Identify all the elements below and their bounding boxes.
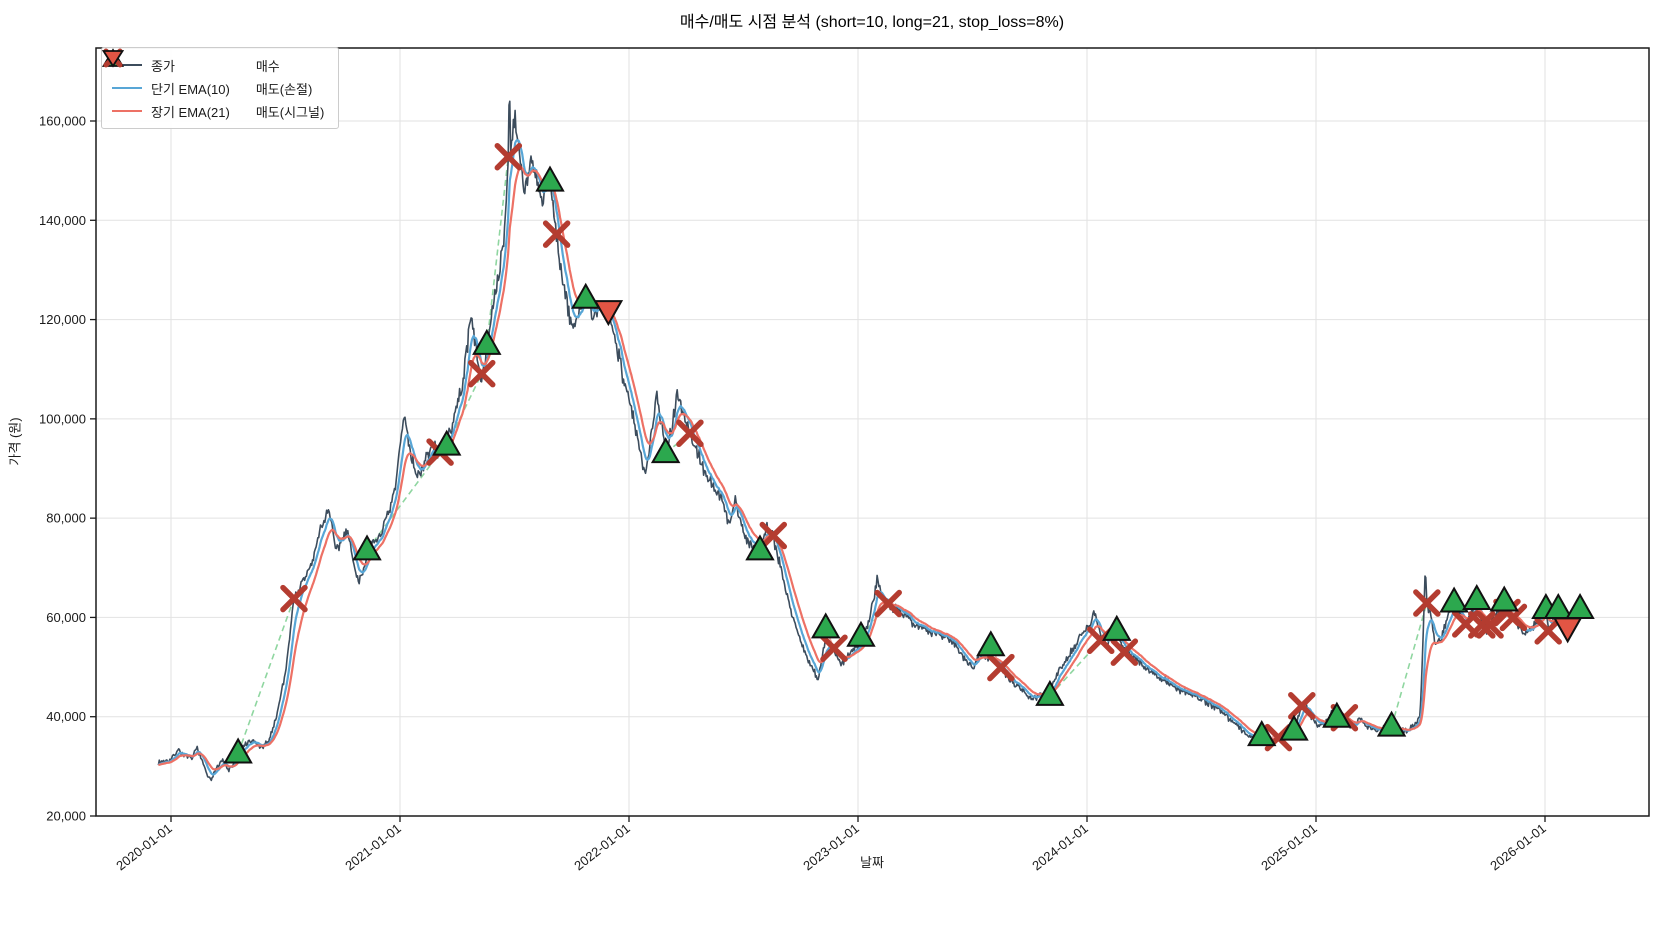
sell-stop-marker [1476, 611, 1504, 639]
y-tick-label: 40,000 [46, 709, 86, 724]
buy-marker [352, 534, 382, 561]
legend-item-buy: 매수 [102, 48, 324, 75]
buy-marker [1543, 592, 1573, 619]
legend-item-close: 종가 [112, 55, 230, 75]
legend-item-ema-short: 단기 EMA(10) [112, 78, 230, 98]
buy-marker [1247, 720, 1277, 747]
y-tick-label: 100,000 [39, 411, 86, 426]
y-axis-label: 가격 (원) [7, 417, 23, 466]
buy-marker [1035, 679, 1065, 706]
axes-spines [95, 47, 1650, 817]
ema-long-line-swatch [112, 110, 142, 112]
x-tick-label: 2023-01-01 [800, 821, 862, 874]
sell-stop-marker [542, 220, 571, 248]
buy-marker [1439, 586, 1469, 613]
buy-marker [1279, 714, 1309, 741]
close-price-line [157, 100, 1585, 782]
sell-stop-marker [820, 634, 848, 662]
buy-marker [223, 737, 253, 764]
x-tick-label: 2026-01-01 [1487, 821, 1549, 874]
sell-stop-marker [874, 589, 902, 618]
buy-marker [472, 328, 502, 355]
legend: 종가 단기 EMA(10) 장기 EMA(21) 매수 [101, 47, 340, 129]
sell-stop-marker [1534, 617, 1562, 645]
sell-stop-marker [1413, 589, 1441, 617]
legend-label-sell-stop: 매도(손절) [255, 81, 313, 97]
buy-marker [1462, 584, 1492, 611]
sell-stop-marker [676, 419, 704, 448]
sell-signal-marker [593, 300, 624, 327]
y-tick-label: 160,000 [39, 114, 86, 129]
sell-stop-marker [1468, 611, 1496, 639]
legend-item-sell-stop: 매도(손절) [103, 48, 324, 98]
buy-marker [745, 534, 775, 561]
buy-marker [432, 429, 462, 456]
legend-label-buy: 매수 [255, 58, 280, 74]
buy-marker [1102, 614, 1132, 641]
buy-marker [535, 165, 565, 192]
legend-marker-column: 매수 매도(손절) 매도(시그널) [102, 48, 325, 121]
buy-marker [1376, 710, 1407, 737]
buy-marker [650, 437, 681, 464]
legend-item-sell-signal: 매도(시그널) [102, 50, 325, 121]
buy-marker [846, 620, 876, 647]
chart-title: 매수/매도 시점 분석 (short=10, long=21, stop_los… [679, 14, 1065, 31]
y-tick-label: 20,000 [46, 809, 86, 824]
close-line-swatch [112, 64, 142, 66]
trade-connector-line [1390, 602, 1428, 727]
sell-stop-marker [1110, 638, 1139, 666]
y-tick-label: 120,000 [39, 312, 86, 327]
buy-marker [1565, 592, 1595, 619]
x-tick-label: 2020-01-01 [113, 821, 175, 874]
ema-short-line [157, 139, 1585, 776]
ema-short-line-swatch [112, 87, 142, 89]
buy-marker [1489, 585, 1519, 612]
sell-stop-marker [987, 653, 1015, 682]
legend-label-ema-short: 단기 EMA(10) [151, 81, 230, 97]
buy-marker [571, 282, 601, 309]
ema-long-line [157, 166, 1585, 771]
legend-item-ema-long: 장기 EMA(21) [112, 101, 230, 121]
buy-marker [976, 630, 1006, 657]
buy-marker [1322, 701, 1352, 728]
y-tick-label: 80,000 [46, 511, 86, 526]
sell-stop-marker [1288, 692, 1316, 720]
sell-stop-marker [280, 584, 308, 613]
sell-stop-marker [759, 521, 788, 550]
trade-connector-line [485, 156, 510, 345]
x-tick-label: 2021-01-01 [342, 821, 404, 874]
legend-label-sell-signal: 매도(시그널) [255, 104, 325, 120]
x-axis-label: 날짜 [860, 855, 884, 870]
legend-label-ema-long: 장기 EMA(21) [151, 104, 230, 120]
legend-line-column: 종가 단기 EMA(10) 장기 EMA(21) [112, 55, 230, 121]
buy-marker [810, 612, 841, 639]
y-tick-label: 60,000 [46, 610, 86, 625]
sell-stop-marker [468, 359, 496, 388]
legend-label-close: 종가 [151, 58, 175, 74]
sell-signal-triangle-icon [102, 50, 124, 68]
x-tick-label: 2022-01-01 [571, 821, 633, 874]
y-tick-label: 140,000 [39, 213, 86, 228]
sell-stop-marker [494, 142, 523, 171]
x-tick-label: 2024-01-01 [1029, 821, 1091, 874]
x-tick-label: 2025-01-01 [1258, 821, 1320, 874]
trade-connector-line [237, 598, 295, 754]
